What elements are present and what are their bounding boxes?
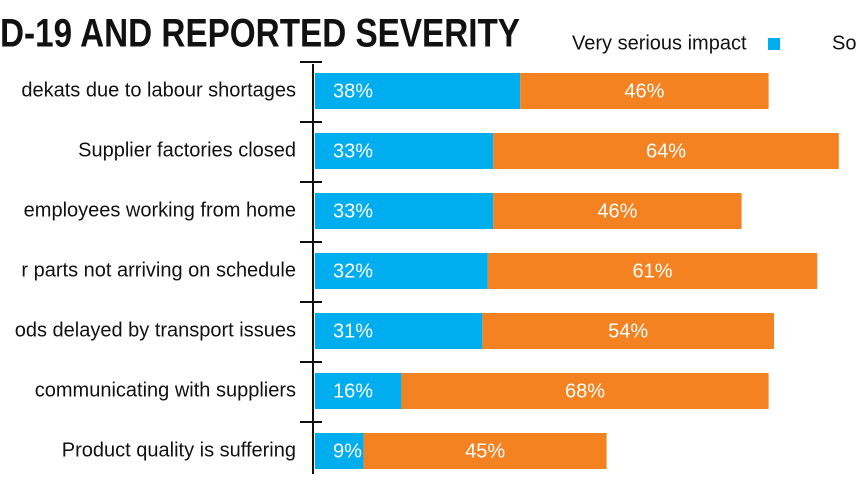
bar-segment — [315, 73, 521, 109]
chart-title: D-19 AND REPORTED SEVERITY — [0, 12, 520, 56]
bar-segment — [493, 133, 839, 169]
value-label: 32% — [333, 260, 373, 282]
category-label: ods delayed by transport issues — [15, 319, 296, 341]
value-label: 38% — [333, 80, 373, 102]
category-label: dekats due to labour shortages — [21, 79, 296, 101]
legend-swatch — [768, 38, 780, 50]
category-label: r parts not arriving on schedule — [21, 259, 296, 281]
legend-label: Very serious impact — [572, 32, 747, 54]
bar-segment — [520, 73, 769, 109]
value-label: 46% — [597, 200, 637, 222]
category-label: Product quality is suffering — [62, 439, 296, 461]
value-label: 54% — [608, 320, 648, 342]
bar-segment — [315, 193, 494, 229]
bar-segment — [487, 253, 818, 289]
legend-label: So — [832, 32, 856, 54]
value-label: 33% — [333, 140, 373, 162]
bar-segment — [315, 133, 494, 169]
value-label: 9% — [333, 440, 362, 462]
bar-segment — [493, 193, 742, 229]
category-label: Supplier factories closed — [78, 139, 296, 161]
category-label: communicating with suppliers — [35, 379, 296, 401]
bar-segment — [482, 313, 774, 349]
value-label: 31% — [333, 320, 373, 342]
value-label: 68% — [565, 380, 605, 402]
bar-segment — [315, 373, 402, 409]
bar-segment — [363, 433, 607, 469]
bar-segment — [315, 313, 483, 349]
value-label: 16% — [333, 380, 373, 402]
category-label: employees working from home — [24, 199, 296, 221]
value-label: 61% — [632, 260, 672, 282]
value-label: 33% — [333, 200, 373, 222]
bar-segment — [401, 373, 769, 409]
value-label: 64% — [646, 140, 686, 162]
value-label: 45% — [465, 440, 505, 462]
value-label: 46% — [624, 80, 664, 102]
bar-segment — [315, 433, 364, 469]
bar-segment — [315, 253, 488, 289]
